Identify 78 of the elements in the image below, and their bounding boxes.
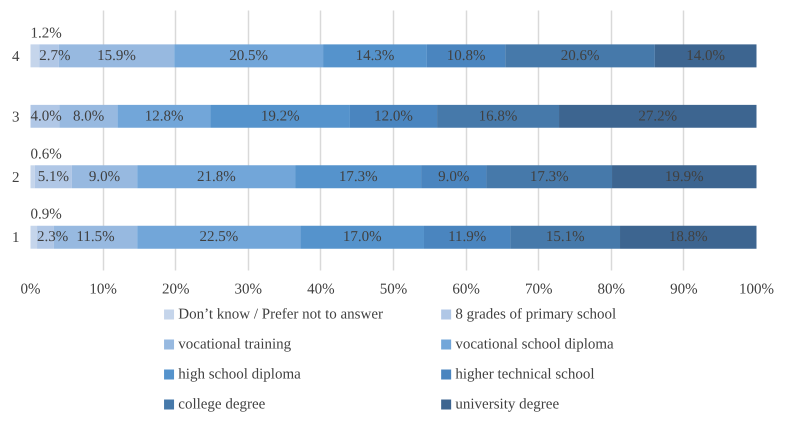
bar — [510, 226, 620, 249]
data-label: 14.0% — [686, 48, 726, 64]
bar — [30, 44, 40, 68]
x-tick-label: 60% — [452, 282, 480, 298]
data-label: 15.9% — [97, 48, 136, 64]
legend-label: college degree — [178, 396, 266, 412]
x-tick-label: 10% — [89, 282, 117, 298]
y-tick-label: 4 — [12, 48, 20, 65]
legend-label: Don’t know / Prefer not to answer — [178, 306, 383, 322]
x-tick-label: 20% — [162, 282, 190, 298]
bar — [426, 44, 506, 68]
data-label: 20.5% — [229, 48, 268, 64]
x-tick-label: 90% — [670, 282, 698, 298]
bar — [30, 165, 35, 188]
bar — [612, 165, 756, 188]
legend-label: high school diploma — [178, 366, 302, 382]
bar — [559, 104, 756, 128]
x-tick-label: 0% — [20, 282, 40, 298]
bar — [118, 104, 211, 128]
bar — [210, 104, 350, 128]
y-tick-label: 2 — [12, 170, 20, 186]
data-label: 11.5% — [76, 229, 115, 246]
bar — [137, 226, 301, 249]
bar — [620, 226, 756, 249]
bar — [295, 165, 422, 188]
data-label: 18.8% — [668, 229, 708, 246]
data-label: 16.8% — [478, 108, 518, 124]
data-label: 21.8% — [196, 168, 236, 185]
bar — [505, 44, 655, 68]
data-label: 8.0% — [72, 108, 104, 124]
bar — [654, 44, 756, 68]
bar — [72, 165, 138, 188]
x-tick-label: 70% — [524, 282, 552, 298]
legend-label: vocational training — [178, 336, 292, 352]
data-label: 12.0% — [374, 108, 413, 124]
x-tick-label: 30% — [234, 282, 262, 298]
bar — [486, 165, 612, 188]
bar — [300, 226, 424, 249]
data-label: 14.3% — [356, 48, 394, 64]
x-tick-label: 50% — [380, 282, 408, 298]
data-label: 9.0% — [438, 168, 470, 185]
legend-label: 8 grades of primary school — [455, 306, 616, 322]
bar — [174, 44, 324, 68]
y-tick-label: 1 — [12, 230, 20, 246]
data-label: 20.6% — [560, 48, 600, 64]
data-label: 27.2% — [638, 108, 678, 124]
bar — [421, 165, 486, 188]
data-label: 0.9% — [30, 206, 62, 223]
data-label: 22.5% — [200, 229, 238, 246]
data-label: 19.2% — [260, 108, 300, 124]
bar — [350, 104, 438, 128]
data-label: 17.0% — [342, 229, 382, 246]
bar — [424, 226, 510, 249]
data-label: 15.1% — [546, 229, 585, 246]
data-label: 0.6% — [30, 146, 62, 162]
bar — [137, 165, 296, 188]
data-label: 2.3% — [37, 229, 68, 246]
data-label: 10.8% — [446, 48, 486, 64]
data-label: 9.0% — [88, 168, 120, 185]
bar — [323, 44, 427, 68]
legend-label: higher technical school — [455, 366, 595, 382]
x-tick-label: 40% — [307, 282, 335, 298]
data-label: 17.3% — [338, 168, 378, 185]
data-label: 4.0% — [30, 108, 62, 124]
legend-label: university degree — [455, 396, 560, 412]
bar — [437, 104, 560, 128]
legend-label: vocational school diploma — [455, 336, 614, 352]
data-label: 17.3% — [530, 168, 569, 185]
x-tick-label: 100% — [739, 282, 774, 298]
x-tick-label: 80% — [598, 282, 626, 298]
data-label: 2.7% — [39, 48, 70, 64]
bar — [30, 226, 38, 249]
data-label: 11.9% — [448, 229, 486, 246]
y-tick-label: 3 — [12, 109, 20, 126]
data-label: 19.9% — [664, 168, 704, 185]
data-label: 5.1% — [38, 168, 69, 185]
data-label: 12.8% — [144, 108, 184, 124]
data-label: 1.2% — [30, 25, 62, 42]
